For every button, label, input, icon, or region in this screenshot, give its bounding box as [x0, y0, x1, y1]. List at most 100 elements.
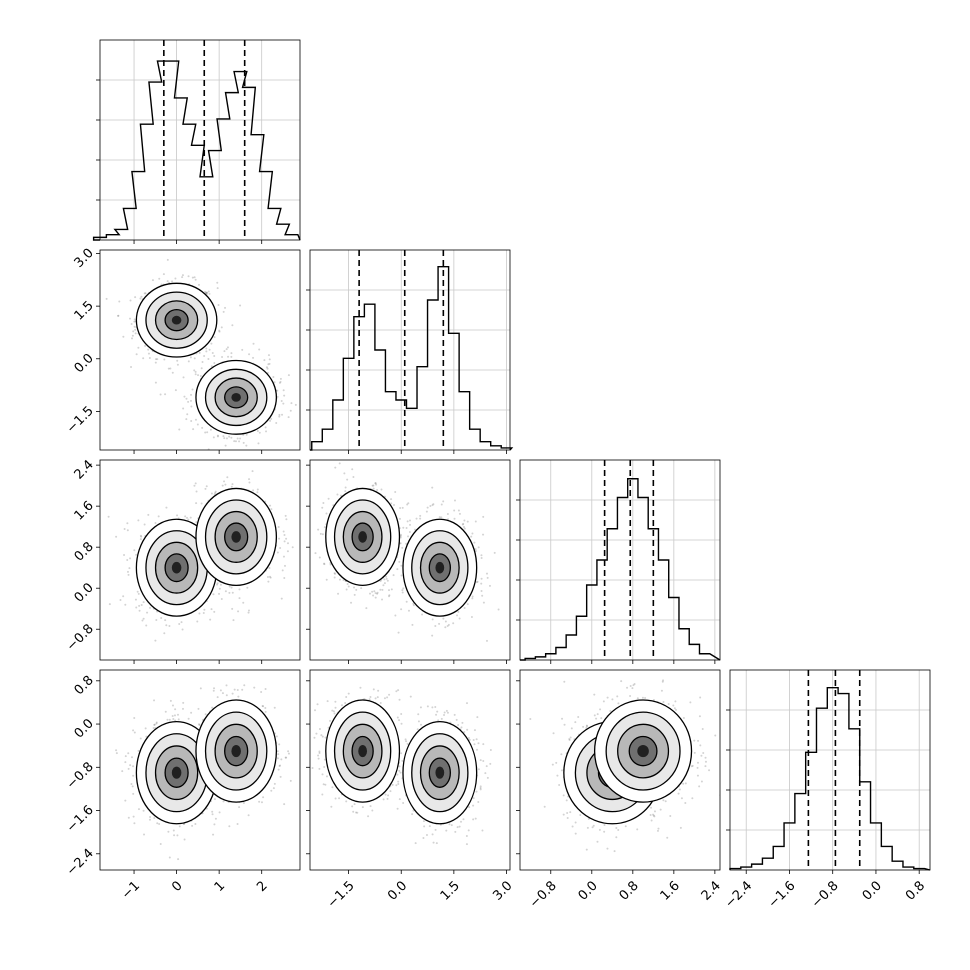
scatter-point [105, 297, 108, 300]
scatter-point [207, 357, 210, 360]
scatter-point [405, 600, 408, 603]
scatter-point [264, 426, 267, 429]
scatter-point [463, 527, 466, 530]
scatter-point [383, 582, 386, 585]
scatter-point [214, 490, 217, 493]
scatter-point [132, 765, 135, 768]
scatter-point [134, 328, 137, 331]
scatter-point [476, 580, 479, 583]
scatter-point [381, 598, 384, 601]
scatter-point [281, 569, 284, 572]
scatter-point [133, 822, 136, 825]
scatter-point [163, 358, 166, 361]
scatter-point [269, 419, 272, 422]
scatter-point [440, 503, 443, 506]
scatter-point [457, 509, 460, 512]
scatter-point [334, 466, 337, 469]
scatter-point [221, 356, 224, 359]
scatter-point [266, 367, 269, 370]
scatter-point [268, 575, 271, 578]
scatter-point [226, 346, 229, 349]
scatter-point [212, 833, 215, 836]
scatter-point [153, 699, 156, 702]
scatter-point [374, 482, 377, 485]
scatter-point [290, 402, 293, 405]
scatter-point [135, 606, 138, 609]
scatter-point [216, 582, 219, 585]
scatter-point [138, 609, 141, 612]
scatter-point [224, 306, 227, 309]
scatter-point [164, 393, 167, 396]
scatter-point [473, 541, 476, 544]
scatter-point [258, 348, 261, 351]
scatter-point [166, 718, 169, 721]
scatter-point [291, 546, 294, 549]
scatter-point [242, 601, 245, 604]
scatter-point [187, 518, 190, 521]
scatter-point [212, 436, 215, 439]
scatter-point [279, 546, 282, 549]
hist-step-line [520, 478, 721, 661]
scatter-point [137, 808, 140, 811]
scatter-point [220, 326, 223, 329]
scatter-point [279, 377, 282, 380]
scatter-point [185, 397, 188, 400]
panel-frame [99, 459, 301, 661]
scatter-point [173, 834, 176, 837]
scatter-point [399, 533, 402, 536]
scatter-point [162, 273, 165, 276]
scatter-point [205, 350, 208, 353]
scatter-point [227, 355, 230, 358]
scatter-point [278, 381, 281, 384]
scatter-point [131, 334, 134, 337]
contour-line [214, 510, 258, 563]
scatter-point [268, 566, 271, 569]
scatter-point [155, 618, 158, 621]
scatter-point [205, 291, 208, 294]
scatter-point [129, 317, 132, 320]
scatter-point [474, 548, 477, 551]
scatter-point [371, 484, 374, 487]
scatter-point [486, 576, 489, 579]
scatter-point [148, 818, 151, 821]
scatter-point [118, 300, 121, 303]
contour-line [224, 386, 249, 409]
scatter-point [225, 437, 228, 440]
scatter-point [122, 335, 125, 338]
scatter-point [374, 482, 377, 485]
scatter-point [458, 617, 461, 620]
contour-line [428, 553, 452, 583]
hist-step-line [310, 265, 514, 451]
scatter-point [453, 509, 456, 512]
scatter-point [407, 535, 410, 538]
scatter-point [139, 534, 142, 537]
scatter-point [181, 276, 184, 279]
scatter-point [399, 507, 402, 510]
scatter-point [194, 370, 197, 373]
scatter-point [132, 774, 135, 777]
scatter-point [452, 622, 455, 625]
scatter-point [245, 433, 248, 436]
scatter-point [155, 722, 158, 725]
scatter-point [226, 476, 229, 479]
scatter-point [387, 589, 390, 592]
scatter-point [230, 355, 233, 358]
scatter-point [412, 604, 415, 607]
scatter-point [213, 355, 216, 358]
scatter-point [431, 486, 434, 489]
scatter-point [421, 613, 424, 616]
scatter-point [269, 576, 272, 579]
scatter-point [480, 557, 483, 560]
scatter-point [314, 552, 317, 555]
scatter-point [493, 551, 496, 554]
scatter-point [477, 546, 480, 549]
scatter-point [119, 598, 122, 601]
scatter-point [419, 517, 422, 520]
scatter-point [412, 602, 415, 605]
scatter-point [181, 628, 184, 631]
scatter-point [337, 592, 340, 595]
scatter-point [388, 594, 391, 597]
scatter-point [208, 348, 211, 351]
scatter-point [210, 342, 213, 345]
panel-frame [99, 39, 301, 241]
